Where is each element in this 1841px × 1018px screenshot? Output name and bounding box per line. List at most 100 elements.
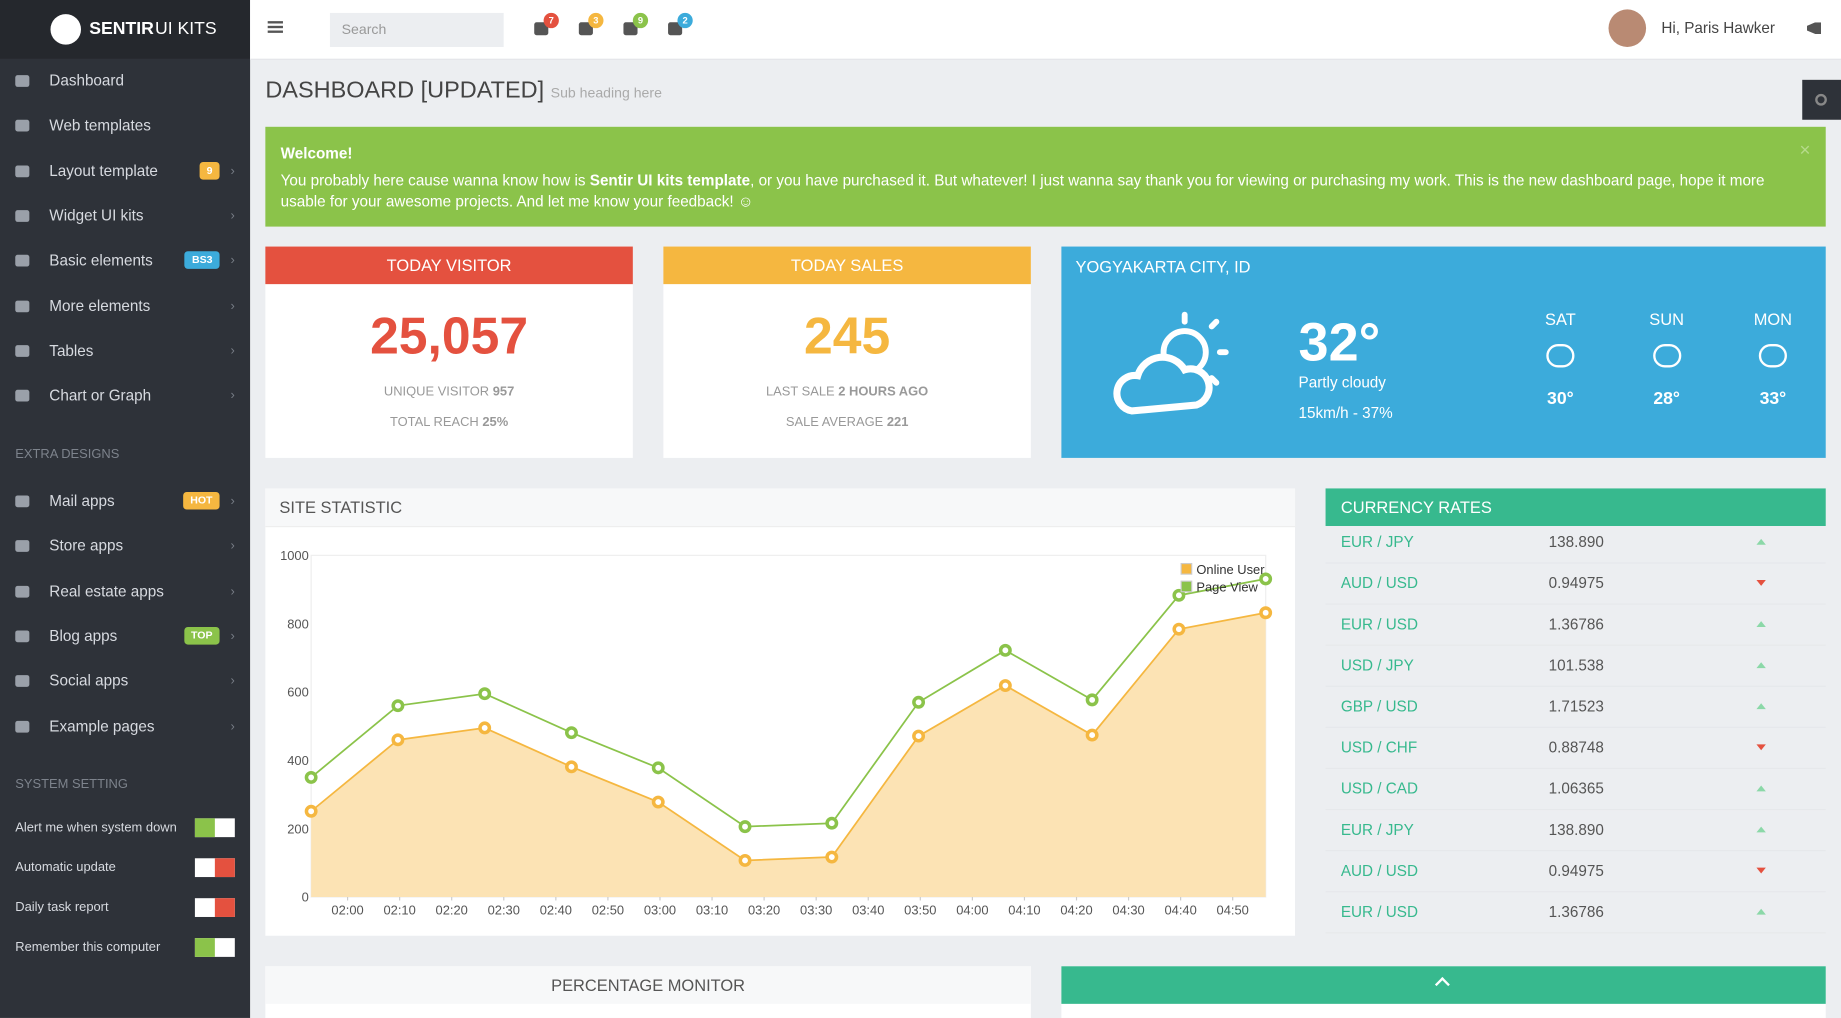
menu-arrow: › xyxy=(230,629,235,644)
toggle-knob xyxy=(194,938,215,957)
menu-icon xyxy=(15,540,30,553)
sales-card: TODAY SALES 245 LAST SALE 2 HOURS AGO SA… xyxy=(663,246,1031,458)
data-point xyxy=(1085,728,1099,742)
card-title: TODAY SALES xyxy=(663,246,1031,285)
x-tick-label: 02:10 xyxy=(383,903,415,918)
menu-arrow: › xyxy=(230,298,235,313)
toggle-switch[interactable] xyxy=(194,898,235,917)
legend-label: Page View xyxy=(1196,580,1258,595)
brand-logo xyxy=(50,14,82,45)
menu-item[interactable]: Social apps › xyxy=(0,659,250,704)
forecast-icon xyxy=(1652,344,1681,368)
data-point xyxy=(391,699,405,713)
currency-pair: EUR / USD xyxy=(1340,615,1419,633)
x-tick-label: 02:40 xyxy=(540,903,572,918)
x-tick-label: 02:50 xyxy=(592,903,624,918)
menu-item[interactable]: Mail apps HOT › xyxy=(0,479,250,524)
menu-item[interactable]: Tables › xyxy=(0,329,250,374)
menu-item[interactable]: Example pages › xyxy=(0,704,250,749)
menu-item[interactable]: Blog apps TOP › xyxy=(0,614,250,659)
currency-panel: CURRENCY RATES xyxy=(1325,488,1826,935)
settings-toggle[interactable] xyxy=(1802,79,1841,120)
collapse-bar[interactable] xyxy=(1061,966,1826,1004)
menu-icon xyxy=(15,75,30,87)
menu-arrow: › xyxy=(230,163,235,178)
trend-arrow xyxy=(1756,908,1766,915)
menu-item[interactable]: Widget UI kits › xyxy=(0,194,250,239)
menu-label: Real estate apps xyxy=(49,581,164,600)
menu-toggle[interactable] xyxy=(267,21,283,24)
menu-item[interactable]: Real estate apps › xyxy=(0,569,250,614)
x-tick-label: 04:00 xyxy=(956,903,988,918)
menu-arrow: › xyxy=(230,494,235,509)
card-value: 25,057 xyxy=(370,307,529,366)
line-chart: 0 200 400 600 800 1000 02:00 02:10 02:20 02:30 02:… xyxy=(280,548,1273,918)
data-point xyxy=(825,850,839,864)
card-line-value: 2 HOURS AGO xyxy=(838,385,929,400)
x-tick-label: 04:50 xyxy=(1217,903,1249,918)
data-point xyxy=(738,853,752,867)
toggle-switch[interactable] xyxy=(194,858,235,878)
menu-arrow: › xyxy=(230,539,235,554)
forecast-temp: 33° xyxy=(1759,388,1787,409)
forecast-temp: 28° xyxy=(1653,388,1680,409)
legend-swatch xyxy=(1180,562,1193,575)
notification-badge: 7 xyxy=(543,12,559,29)
menu-label: Dashboard xyxy=(49,71,124,90)
currency-pair: USD / CHF xyxy=(1340,738,1418,757)
menu-icon xyxy=(15,675,30,688)
menu-badge: 9 xyxy=(199,161,220,180)
trend-arrow xyxy=(1756,580,1766,586)
menu-icon xyxy=(15,389,30,402)
menu-item[interactable]: Store apps › xyxy=(0,524,250,569)
menu-label: Social apps xyxy=(49,671,129,690)
toggle-switch[interactable] xyxy=(194,938,235,957)
menu-icon xyxy=(15,254,30,267)
currency-rate: 1.36786 xyxy=(1548,902,1604,921)
currency-pair: EUR / JPY xyxy=(1340,820,1414,839)
page-title: DASHBOARD [UPDATED] Sub heading here xyxy=(265,77,662,104)
currency-row: EUR / USD 1.36786 xyxy=(1325,891,1826,934)
alert-close[interactable]: × xyxy=(1799,140,1811,161)
data-point xyxy=(565,726,578,740)
menu-item[interactable]: Chart or Graph › xyxy=(0,373,250,418)
menu-badge: BS3 xyxy=(184,251,220,270)
menu-item[interactable]: More elements › xyxy=(0,284,250,329)
brand[interactable]: SENTIR UI KITS xyxy=(0,0,251,59)
weather-icon xyxy=(1113,311,1229,415)
announce-icon[interactable] xyxy=(1806,22,1822,35)
series-line xyxy=(310,611,1266,862)
card-line: SALE AVERAGE 221 xyxy=(663,416,1030,430)
section-heading: SYSTEM SETTING xyxy=(15,777,128,792)
menu-label: Layout template xyxy=(49,161,158,180)
currency-row: USD / CAD 1.06365 xyxy=(1325,768,1826,811)
user-greeting[interactable]: Hi, Paris Hawker xyxy=(1661,18,1776,37)
x-tick-label: 03:40 xyxy=(852,903,884,918)
data-point xyxy=(1259,606,1273,620)
menu-item[interactable]: Dashboard xyxy=(0,59,250,104)
menu-item[interactable]: Web templates xyxy=(0,104,250,149)
toggle-switch[interactable] xyxy=(194,818,235,838)
card-title: TODAY VISITOR xyxy=(265,246,633,285)
y-tick-label: 0 xyxy=(302,890,309,905)
trend-arrow xyxy=(1756,703,1766,710)
series-area xyxy=(311,612,1266,898)
currency-row: AUD / USD 0.94975 xyxy=(1325,850,1826,893)
forecast-day: SAT xyxy=(1544,309,1576,329)
card-line-label: TOTAL REACH xyxy=(389,415,479,430)
currency-pair: GBP / USD xyxy=(1340,697,1418,716)
menu-item[interactable]: Basic elements BS3 › xyxy=(0,239,250,284)
avatar[interactable] xyxy=(1608,9,1647,47)
section-heading: EXTRA DESIGNS xyxy=(15,447,120,462)
x-tick-label: 04:10 xyxy=(1008,903,1040,918)
menu-icon xyxy=(15,720,30,733)
data-point xyxy=(738,820,752,834)
currency-rate: 0.94975 xyxy=(1548,861,1604,880)
menu-label: Basic elements xyxy=(49,251,153,270)
menu-item[interactable]: Layout template 9 › xyxy=(0,149,250,194)
search-input[interactable]: Search xyxy=(329,12,504,47)
menu-label: More elements xyxy=(49,296,151,315)
alert-heading: Welcome! xyxy=(280,144,353,163)
trend-arrow xyxy=(1756,826,1766,833)
x-tick-label: 03:50 xyxy=(904,903,936,918)
